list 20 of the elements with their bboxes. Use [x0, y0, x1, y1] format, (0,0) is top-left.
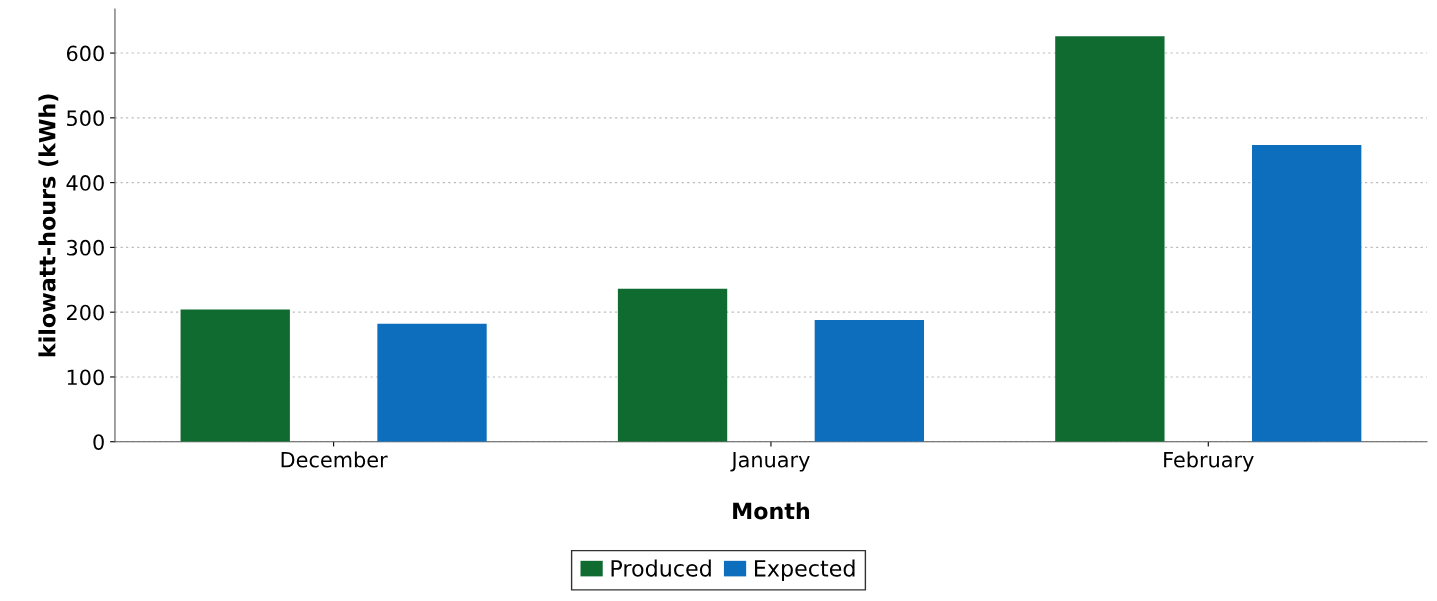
x-tick-label: January	[730, 452, 810, 472]
bar	[1252, 145, 1362, 442]
y-axis-title: kilowatt-hours (kWh)	[38, 94, 59, 357]
bar	[180, 309, 290, 442]
bar	[814, 319, 925, 442]
bar	[377, 323, 487, 442]
y-tick-label: 400	[66, 175, 104, 191]
bar	[617, 288, 728, 442]
x-tick-label: February	[1164, 451, 1254, 472]
y-tick-label: 300	[67, 239, 104, 256]
y-tick-label: 200	[67, 304, 104, 321]
y-tick-label: 500	[67, 110, 104, 127]
bar	[1055, 36, 1165, 442]
x-axis-title: Month	[733, 502, 810, 520]
legend-label: Produced	[611, 559, 711, 577]
y-tick-label: 600	[66, 45, 104, 62]
legend-label: Expected	[755, 559, 855, 581]
x-tick-label: December	[281, 451, 388, 468]
y-tick-label: 100	[67, 369, 104, 386]
y-tick-label: 0	[93, 434, 104, 450]
